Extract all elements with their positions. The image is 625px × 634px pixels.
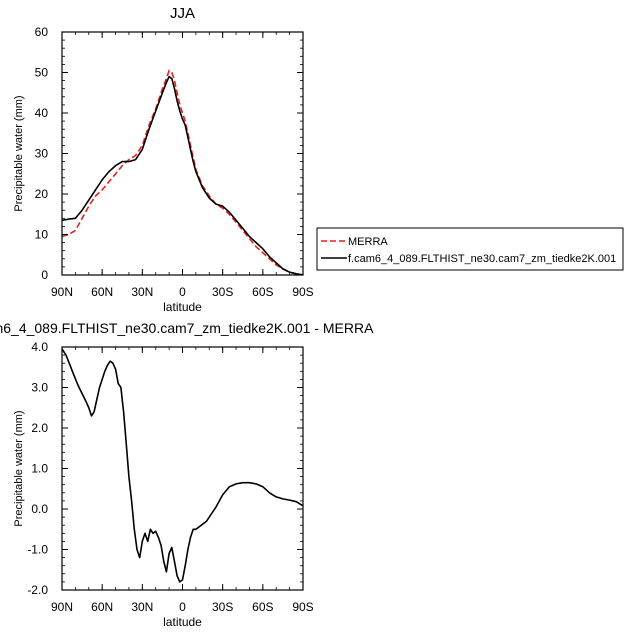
- chart-2-y-tick-label: 4.0: [31, 340, 48, 354]
- chart-1-y-tick-label: 60: [35, 25, 49, 39]
- chart-2-y-tick-label: 2.0: [31, 421, 48, 435]
- chart-1-title: JJA: [170, 5, 195, 22]
- chart-1-y-tick-label: 10: [35, 228, 49, 242]
- chart-2-y-tick-label: -1.0: [27, 543, 48, 557]
- chart-1-y-tick-label: 0: [41, 268, 48, 282]
- chart-2-x-axis-label: latitude: [163, 615, 202, 629]
- chart-1-y-tick-label: 50: [35, 66, 49, 80]
- chart-2-x-tick-label: 90N: [51, 600, 73, 614]
- chart-1-x-tick-label: 30N: [131, 285, 153, 299]
- chart-1-x-tick-label: 30S: [212, 285, 233, 299]
- chart-2-y-tick-label: 1.0: [31, 462, 48, 476]
- chart-2-x-tick-label: 30N: [131, 600, 153, 614]
- chart-1-y-tick-label: 30: [35, 147, 49, 161]
- chart-1-x-tick-label: 90N: [51, 285, 73, 299]
- chart-1-x-tick-label: 0: [179, 285, 186, 299]
- chart-2-x-tick-label: 0: [179, 600, 186, 614]
- chart-2-x-tick-label: 60N: [91, 600, 113, 614]
- chart-1-y-axis-label: Precipitable water (mm): [13, 95, 25, 211]
- chart-2-x-tick-label: 30S: [212, 600, 233, 614]
- chart-2-title: m6_4_089.FLTHIST_ne30.cam7_zm_tiedke2K.0…: [0, 320, 374, 336]
- legend-label-2: f.cam6_4_089.FLTHIST_ne30.cam7_zm_tiedke…: [348, 253, 616, 265]
- chart-1-y-tick-label: 40: [35, 106, 49, 120]
- chart-1-x-tick-label: 90S: [292, 285, 313, 299]
- legend-box: [316, 227, 624, 271]
- chart-2-y-axis-label: Precipitable water (mm): [13, 410, 25, 526]
- chart-1-x-axis-label: latitude: [163, 300, 202, 314]
- chart-2-y-tick-label: 3.0: [31, 381, 48, 395]
- chart-2-y-tick-label: 0.0: [31, 502, 48, 516]
- legend-label-1: MERRA: [348, 236, 388, 248]
- chart-2-series-1-line: [62, 348, 303, 583]
- chart-1-series-2-line: [62, 75, 303, 275]
- chart-2-x-tick-label: 60S: [252, 600, 273, 614]
- chart-1-x-tick-label: 60S: [252, 285, 273, 299]
- chart-2-y-tick-label: -2.0: [27, 583, 48, 597]
- chart-1-frame: [61, 31, 304, 276]
- chart-1-x-tick-label: 60N: [91, 285, 113, 299]
- chart-2-x-tick-label: 90S: [292, 600, 313, 614]
- chart-2-frame: [61, 346, 304, 591]
- chart-1-y-tick-label: 20: [35, 187, 49, 201]
- chart-1-series-1-line: [62, 69, 303, 275]
